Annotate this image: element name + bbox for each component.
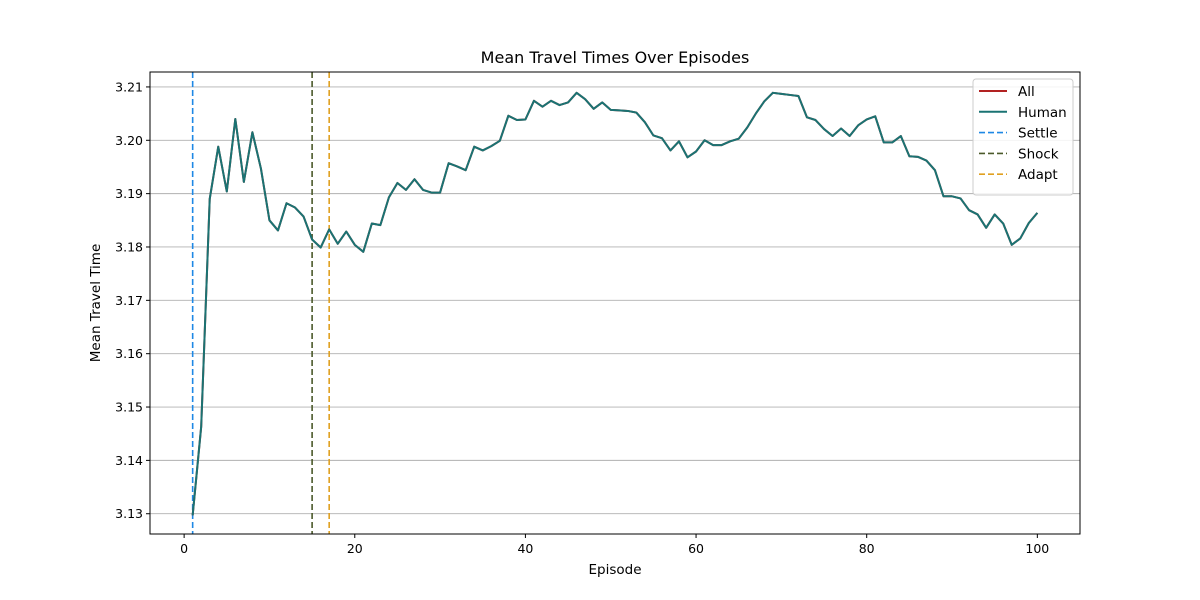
y-tick-label: 3.20 — [115, 133, 143, 148]
legend-label-settle: Settle — [1018, 126, 1058, 142]
legend-label-adapt: Adapt — [1018, 167, 1058, 183]
y-axis-ticks: 3.13 3.14 3.15 3.16 3.17 3.18 3.19 3.20 3.21 — [115, 79, 150, 521]
legend-label-human: Human — [1018, 105, 1067, 121]
y-tick-label: 3.19 — [115, 186, 143, 201]
x-tick-label: 40 — [517, 541, 533, 556]
legend-box — [972, 78, 1074, 196]
x-axis-ticks: 0 20 40 60 80 100 — [180, 534, 1049, 556]
x-axis-title: Episode — [588, 562, 641, 578]
chart-title: Mean Travel Times Over Episodes — [481, 48, 750, 67]
legend: All Human Settle Shock Adapt — [972, 78, 1074, 196]
x-tick-label: 0 — [180, 541, 188, 556]
event-lines-layer — [191, 72, 330, 534]
y-tick-label: 3.15 — [115, 400, 143, 415]
legend-label-shock: Shock — [1018, 146, 1059, 162]
series-line-human — [191, 91, 1039, 516]
series-layer — [191, 91, 1039, 516]
x-tick-label: 80 — [859, 541, 875, 556]
y-tick-label: 3.21 — [115, 79, 143, 94]
x-tick-label: 20 — [347, 541, 363, 556]
y-tick-label: 3.18 — [115, 239, 143, 254]
y-tick-label: 3.13 — [115, 506, 143, 521]
plot-frame — [149, 71, 1081, 535]
x-tick-label: 60 — [688, 541, 704, 556]
legend-label-all: All — [1018, 84, 1035, 100]
grid-layer — [150, 86, 1080, 515]
y-tick-label: 3.17 — [115, 293, 143, 308]
y-axis-title: Mean Travel Time — [88, 244, 104, 363]
x-tick-label: 100 — [1025, 541, 1049, 556]
y-tick-label: 3.14 — [115, 453, 143, 468]
y-tick-label: 3.16 — [115, 346, 143, 361]
